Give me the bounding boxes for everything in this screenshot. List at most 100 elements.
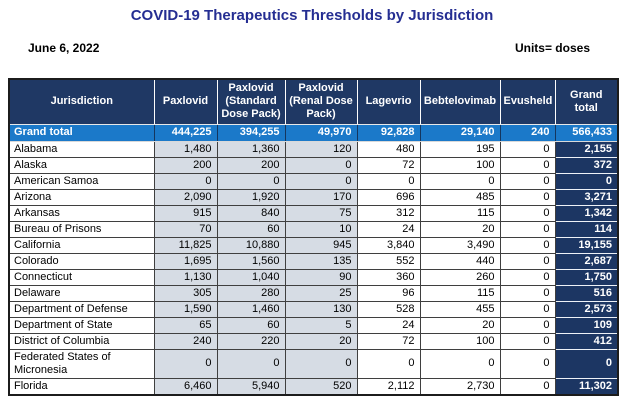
table-row: American Samoa 0 0 0 0 0 0 0 <box>8 172 619 190</box>
page-title: COVID-19 Therapeutics Thresholds by Juri… <box>130 7 494 24</box>
value-cell: 220 <box>216 332 286 350</box>
value-cell: 60 <box>216 316 286 334</box>
grand-total-row: Grand total 444,225 394,255 49,970 92,82… <box>9 124 618 142</box>
table-body: Grand total 444,225 394,255 49,970 92,82… <box>8 124 619 395</box>
jurisdiction-cell: Bureau of Prisons <box>8 220 155 238</box>
row-total-cell: 412 <box>554 332 619 350</box>
table-row: Colorado 1,695 1,560 135 552 440 0 2,687 <box>8 252 619 270</box>
value-cell: 1,920 <box>216 188 286 206</box>
row-total-cell: 1,342 <box>554 204 619 222</box>
row-total-cell: 372 <box>554 156 619 174</box>
value-cell: 0 <box>499 300 556 318</box>
units-label: Units= doses <box>514 41 590 55</box>
value-cell: 0 <box>499 268 556 286</box>
grand-total-value: 444,225 <box>154 124 218 142</box>
column-header-paxlovid-renal: Paxlovid (Renal Dose Pack) <box>285 79 358 125</box>
value-cell: 0 <box>499 188 556 206</box>
value-cell: 10,880 <box>216 236 286 254</box>
jurisdiction-cell: Federated States of Micronesia <box>8 348 155 379</box>
column-header-paxlovid: Paxlovid <box>154 79 218 125</box>
value-cell: 240 <box>153 332 218 350</box>
column-header-grand-total: Grand total <box>555 79 618 125</box>
document-page: COVID-19 Therapeutics Thresholds by Juri… <box>0 7 624 396</box>
table-row: Connecticut 1,130 1,040 90 360 260 0 1,7… <box>8 268 619 286</box>
row-total-cell: 3,271 <box>554 188 619 206</box>
jurisdiction-cell: Arizona <box>8 188 155 206</box>
value-cell: 60 <box>216 220 286 238</box>
value-cell: 1,360 <box>216 140 286 158</box>
value-cell: 0 <box>499 140 556 158</box>
value-cell: 0 <box>284 156 358 174</box>
jurisdiction-cell: Delaware <box>8 284 155 302</box>
value-cell: 90 <box>284 268 358 286</box>
value-cell: 170 <box>284 188 358 206</box>
meta-row: June 6, 2022 Units= doses <box>28 41 590 55</box>
value-cell: 1,040 <box>216 268 286 286</box>
therapeutics-table: Jurisdiction Paxlovid Paxlovid (Standard… <box>8 78 619 396</box>
table-row: Bureau of Prisons 70 60 10 24 20 0 114 <box>8 220 619 238</box>
row-total-cell: 1,750 <box>554 268 619 286</box>
value-cell: 24 <box>356 220 421 238</box>
value-cell: 528 <box>356 300 421 318</box>
jurisdiction-cell: American Samoa <box>8 172 155 190</box>
row-total-cell: 109 <box>554 316 619 334</box>
value-cell: 0 <box>284 172 358 190</box>
value-cell: 0 <box>216 172 286 190</box>
value-cell: 11,825 <box>153 236 218 254</box>
value-cell: 0 <box>499 220 556 238</box>
value-cell: 20 <box>284 332 358 350</box>
value-cell: 280 <box>216 284 286 302</box>
date-label: June 6, 2022 <box>28 41 100 55</box>
value-cell: 0 <box>153 348 218 379</box>
value-cell: 1,695 <box>153 252 218 270</box>
jurisdiction-cell: California <box>8 236 155 254</box>
value-cell: 5,940 <box>216 377 286 395</box>
value-cell: 65 <box>153 316 218 334</box>
value-cell: 1,560 <box>216 252 286 270</box>
value-cell: 70 <box>153 220 218 238</box>
value-cell: 552 <box>356 252 421 270</box>
value-cell: 305 <box>153 284 218 302</box>
value-cell: 0 <box>499 316 556 334</box>
grand-total-value: 92,828 <box>357 124 421 142</box>
value-cell: 115 <box>419 284 501 302</box>
column-header-lagevrio: Lagevrio <box>357 79 421 125</box>
jurisdiction-cell: Florida <box>8 377 155 395</box>
grand-total-value: 394,255 <box>217 124 286 142</box>
value-cell: 100 <box>419 332 501 350</box>
jurisdiction-cell: Connecticut <box>8 268 155 286</box>
value-cell: 915 <box>153 204 218 222</box>
value-cell: 455 <box>419 300 501 318</box>
row-total-cell: 516 <box>554 284 619 302</box>
value-cell: 135 <box>284 252 358 270</box>
table-row: Delaware 305 280 25 96 115 0 516 <box>8 284 619 302</box>
value-cell: 0 <box>499 332 556 350</box>
value-cell: 0 <box>216 348 286 379</box>
value-cell: 6,460 <box>153 377 218 395</box>
table-row: Department of State 65 60 5 24 20 0 109 <box>8 316 619 334</box>
column-header-bebtelovimab: Bebtelovimab <box>420 79 501 125</box>
value-cell: 25 <box>284 284 358 302</box>
jurisdiction-cell: District of Columbia <box>8 332 155 350</box>
value-cell: 5 <box>284 316 358 334</box>
value-cell: 0 <box>499 252 556 270</box>
value-cell: 130 <box>284 300 358 318</box>
row-total-cell: 0 <box>554 172 619 190</box>
table-row: Florida 6,460 5,940 520 2,112 2,730 0 11… <box>8 377 619 395</box>
table-row: Arkansas 915 840 75 312 115 0 1,342 <box>8 204 619 222</box>
grand-total-label: Grand total <box>9 124 155 142</box>
value-cell: 100 <box>419 156 501 174</box>
value-cell: 0 <box>356 348 421 379</box>
value-cell: 0 <box>356 172 421 190</box>
value-cell: 0 <box>499 172 556 190</box>
row-total-cell: 19,155 <box>554 236 619 254</box>
value-cell: 840 <box>216 204 286 222</box>
value-cell: 0 <box>499 204 556 222</box>
jurisdiction-cell: Colorado <box>8 252 155 270</box>
value-cell: 115 <box>419 204 501 222</box>
value-cell: 3,490 <box>419 236 501 254</box>
table-row: Arizona 2,090 1,920 170 696 485 0 3,271 <box>8 188 619 206</box>
value-cell: 2,090 <box>153 188 218 206</box>
value-cell: 1,480 <box>153 140 218 158</box>
row-total-cell: 2,155 <box>554 140 619 158</box>
